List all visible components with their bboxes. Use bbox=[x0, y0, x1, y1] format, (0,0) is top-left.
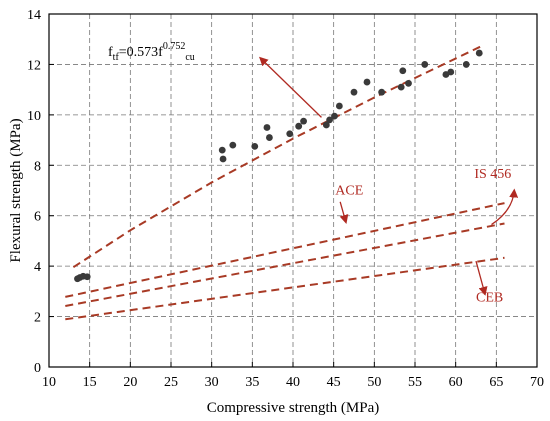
fit-curves bbox=[65, 45, 505, 321]
arrow-ceb bbox=[475, 260, 488, 296]
data-point bbox=[475, 49, 483, 57]
y-tick-label: 0 bbox=[34, 361, 41, 376]
annotation-is456: IS 456 bbox=[474, 167, 511, 182]
tick-labels: 10 15 20 25 30 35 40 45 50 55 60 65 70 0 2 4 6 8 10 12 14 bbox=[27, 8, 544, 390]
data-point bbox=[421, 61, 429, 68]
data-points bbox=[74, 49, 483, 283]
data-point bbox=[219, 155, 227, 163]
data-point bbox=[295, 122, 303, 130]
annotation-ace: ACE bbox=[335, 183, 363, 198]
annotation-arrows bbox=[259, 56, 519, 296]
y-tick-label: 12 bbox=[27, 58, 41, 73]
data-point bbox=[263, 124, 271, 131]
x-tick-label: 60 bbox=[449, 375, 463, 390]
data-point bbox=[251, 142, 259, 150]
data-point bbox=[83, 273, 91, 281]
grid bbox=[49, 14, 537, 367]
x-tick-label: 15 bbox=[83, 375, 97, 390]
curve-fit bbox=[72, 45, 481, 269]
data-point bbox=[229, 141, 237, 149]
data-point bbox=[218, 146, 226, 154]
data-point bbox=[326, 116, 333, 124]
x-tick-label: 30 bbox=[205, 375, 219, 390]
data-point bbox=[462, 61, 470, 68]
curve-ceb bbox=[65, 256, 505, 321]
data-point bbox=[405, 79, 412, 87]
data-point bbox=[331, 112, 338, 120]
x-tick-label: 55 bbox=[408, 375, 422, 390]
curve-is456 bbox=[65, 222, 505, 307]
data-point bbox=[447, 68, 455, 76]
data-point bbox=[266, 134, 273, 141]
arrow-ace bbox=[339, 201, 349, 224]
data-point bbox=[399, 67, 407, 75]
x-tick-label: 50 bbox=[367, 375, 381, 390]
data-point bbox=[350, 88, 358, 96]
y-tick-label: 8 bbox=[34, 159, 41, 174]
data-point bbox=[335, 102, 343, 110]
y-axis-title: Flexural strength (MPa) bbox=[8, 118, 24, 262]
y-tick-label: 10 bbox=[27, 109, 41, 124]
y-tick-label: 2 bbox=[34, 311, 41, 326]
x-tick-label: 35 bbox=[245, 375, 259, 390]
data-point bbox=[322, 121, 330, 129]
x-tick-label: 65 bbox=[489, 375, 503, 390]
data-point bbox=[286, 130, 294, 138]
x-tick-label: 45 bbox=[327, 375, 341, 390]
x-axis-title: Compressive strength (MPa) bbox=[207, 400, 379, 416]
x-tick-label: 70 bbox=[530, 375, 544, 390]
data-point bbox=[378, 88, 386, 96]
arrow-is456 bbox=[491, 188, 519, 226]
y-tick-label: 14 bbox=[27, 8, 41, 23]
x-tick-label: 40 bbox=[286, 375, 300, 390]
annotation-ceb: CEB bbox=[476, 290, 503, 305]
x-tick-label: 20 bbox=[123, 375, 137, 390]
y-tick-label: 6 bbox=[34, 210, 41, 225]
data-point bbox=[397, 83, 405, 91]
curve-ace bbox=[65, 202, 505, 298]
fit-equation: ftf=0.573f0.752cu bbox=[108, 41, 195, 63]
data-point bbox=[363, 78, 371, 86]
x-tick-label: 25 bbox=[164, 375, 178, 390]
arrow-fit bbox=[259, 56, 322, 118]
data-point bbox=[300, 117, 307, 125]
x-tick-label: 10 bbox=[42, 375, 56, 390]
y-tick-label: 4 bbox=[34, 260, 41, 275]
